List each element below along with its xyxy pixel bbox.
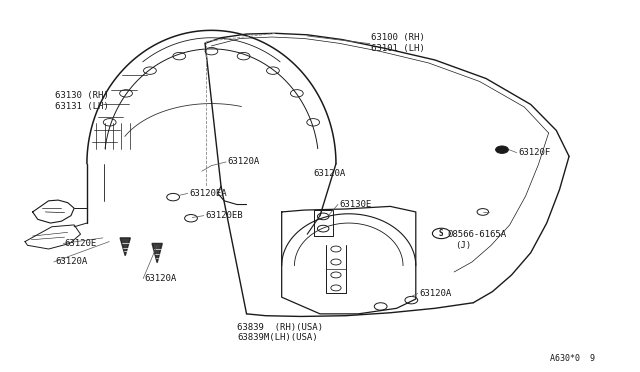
Text: 63120A: 63120A [227, 157, 260, 166]
Text: 63120A: 63120A [419, 289, 451, 298]
Text: 63120EA: 63120EA [189, 189, 227, 198]
Text: 63130E: 63130E [339, 200, 371, 209]
Text: 63120F: 63120F [518, 148, 550, 157]
Text: 63131 (LH): 63131 (LH) [55, 102, 109, 111]
Text: S: S [439, 229, 444, 238]
Text: 63120A: 63120A [145, 274, 177, 283]
Text: 63839M(LH)(USA): 63839M(LH)(USA) [237, 333, 317, 343]
Polygon shape [120, 238, 131, 256]
Text: 63120EB: 63120EB [205, 211, 243, 220]
Text: (J): (J) [456, 241, 472, 250]
Text: 63120A: 63120A [314, 169, 346, 177]
Circle shape [495, 146, 508, 153]
Text: 63839  (RH)(USA): 63839 (RH)(USA) [237, 323, 323, 332]
Text: 08566-6165A: 08566-6165A [448, 230, 507, 239]
Text: 63100 (RH): 63100 (RH) [371, 33, 425, 42]
Text: 63101 (LH): 63101 (LH) [371, 44, 425, 53]
Text: A630*0  9: A630*0 9 [550, 354, 595, 363]
Text: 63130 (RH): 63130 (RH) [55, 91, 109, 100]
Text: 63120A: 63120A [55, 257, 87, 266]
Text: 63120E: 63120E [65, 239, 97, 248]
Polygon shape [152, 243, 163, 263]
